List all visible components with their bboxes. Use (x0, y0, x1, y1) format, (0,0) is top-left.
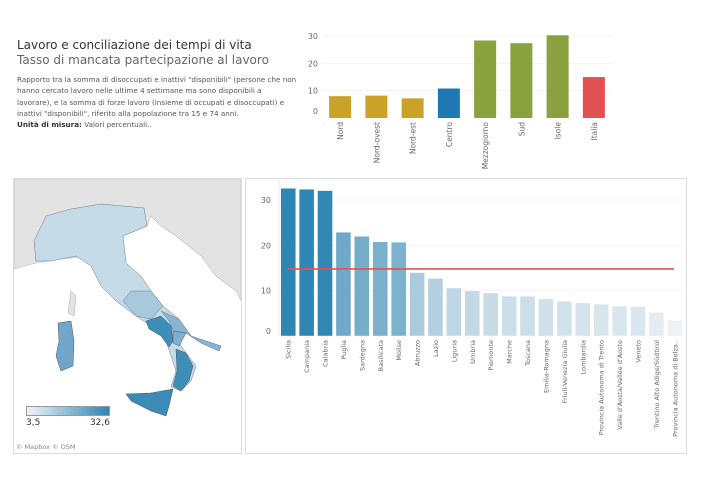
region-calabria[interactable] (172, 348, 194, 392)
unit-value: Valori percentuali.. (81, 120, 152, 130)
x-tick-label: Sud (517, 122, 526, 137)
x-tick-label: Centro (445, 122, 454, 147)
macro-area-bar[interactable] (329, 96, 352, 118)
x-tick-label: Molise (395, 340, 403, 361)
region-bar[interactable] (464, 290, 480, 337)
region-bar[interactable] (409, 272, 425, 337)
color-ramp (26, 406, 110, 416)
y-tick-label: 20 (261, 241, 271, 250)
x-tick-label: Piemonte (487, 340, 495, 371)
x-tick-label: Liguria (450, 340, 458, 362)
region-bar[interactable] (538, 298, 554, 337)
x-tick-label: Toscana (524, 340, 532, 367)
x-tick-label: Provincia Autonoma di Trento (598, 340, 606, 435)
legend-min: 3,5 (26, 418, 41, 428)
region-bar[interactable] (280, 188, 296, 337)
x-tick-label: Friuli-Venezia Giulia (561, 340, 569, 403)
y-tick-label: 10 (261, 287, 271, 296)
region-chart-panel: 0 10 20 30 Sicilia Campania Calabria Puglia Sard… (245, 178, 687, 454)
region-bar[interactable] (354, 236, 370, 337)
x-tick-label: Lazio (432, 340, 440, 357)
x-tick-label: Mezzogiorno (481, 122, 490, 170)
description-text: Rapporto tra la somma di disoccupati e i… (17, 75, 297, 118)
region-bar[interactable] (648, 312, 665, 337)
region-bar[interactable] (372, 241, 388, 337)
region-sicilia[interactable] (125, 388, 174, 417)
region-bar[interactable] (446, 287, 462, 337)
unit-label: Unità di misura: (17, 120, 82, 130)
macro-area-bar[interactable] (582, 77, 605, 118)
region-bar[interactable] (317, 190, 333, 337)
y-tick-label: 30 (261, 196, 271, 205)
x-tick-label: Veneto (634, 340, 642, 363)
x-tick-label: Nord-ovest (372, 122, 381, 163)
x-tick-label: Emilia-Romagna (542, 340, 550, 393)
macro-area-bar[interactable] (474, 40, 497, 118)
x-tick-label: Isole (554, 122, 563, 140)
region-bar[interactable] (501, 295, 517, 337)
region-bar[interactable] (593, 304, 609, 337)
x-tick-label: Marche (506, 340, 514, 364)
x-tick-label: Puglia (340, 340, 348, 360)
color-legend: 3,5 32,6 (24, 404, 112, 434)
x-tick-label: Campania (303, 340, 311, 373)
x-tick-label: Italia (590, 122, 599, 141)
region-bar[interactable] (483, 292, 499, 337)
macro-area-bar[interactable] (437, 88, 460, 118)
region-bar[interactable] (298, 189, 315, 337)
y-tick-label: 20 (308, 59, 318, 68)
italy-map[interactable]: 3,5 32,6 © Mapbox © OSM (13, 178, 242, 454)
map-svg (13, 178, 242, 453)
x-tick-label: Sardegna (358, 340, 366, 371)
region-basilicata[interactable] (172, 330, 187, 347)
dashboard-title: Lavoro e conciliazione dei tempi di vita (17, 38, 252, 52)
x-tick-label: Nord-est (409, 122, 418, 154)
x-tick-label: Abruzzo (414, 340, 422, 366)
region-bar[interactable] (556, 300, 573, 337)
legend-max: 32,6 (89, 418, 110, 428)
macro-area-bar[interactable] (546, 35, 569, 118)
region-bar[interactable] (630, 306, 646, 337)
description: Rapporto tra la somma di disoccupati e i… (17, 74, 297, 130)
x-tick-label: Nord (336, 122, 345, 140)
y-tick-label: 0 (313, 107, 318, 116)
region-lazio-abruzzo[interactable] (122, 290, 164, 320)
region-bar[interactable] (519, 295, 536, 337)
region-bar[interactable] (427, 278, 444, 337)
region-chart: 0 10 20 30 Sicilia Campania Calabria Puglia Sard… (261, 179, 684, 437)
x-tick-label: Valle d'Aosta/Vallée d'Aoste (616, 340, 624, 430)
region-bar[interactable] (667, 319, 683, 337)
region-sardegna[interactable] (55, 320, 75, 372)
y-tick-label: 0 (266, 327, 271, 336)
corsica (67, 290, 77, 317)
region-bar[interactable] (611, 305, 628, 337)
region-bar[interactable] (390, 242, 407, 337)
macro-area-bar[interactable] (401, 98, 424, 118)
macro-area-bar[interactable] (365, 95, 388, 118)
dashboard-subtitle: Tasso di mancata partecipazione al lavor… (17, 53, 269, 67)
x-tick-label: Basilicata (377, 340, 385, 371)
x-tick-label: Sicilia (285, 340, 293, 359)
y-tick-label: 30 (308, 32, 318, 41)
macro-area-chart: 0 10 20 30 Nord Nord-ovest Nord-est Centro Mezzo… (308, 32, 612, 170)
header: Lavoro e conciliazione dei tempi di vita… (17, 38, 297, 130)
region-bar[interactable] (335, 232, 352, 337)
y-tick-label: 10 (308, 87, 318, 96)
region-bar[interactable] (575, 302, 591, 337)
map-attribution[interactable]: © Mapbox © OSM (16, 443, 76, 451)
x-tick-label: Trentino Alto Adige/Südtirol (653, 340, 661, 430)
x-tick-label: Umbria (469, 340, 477, 364)
region-campania[interactable] (145, 315, 174, 348)
macro-area-bar[interactable] (510, 43, 533, 118)
x-tick-label: Calabria (322, 340, 330, 367)
x-tick-label: Lombardia (579, 340, 587, 374)
x-tick-label: Provincia Autonoma di Bolza.. (671, 340, 679, 437)
